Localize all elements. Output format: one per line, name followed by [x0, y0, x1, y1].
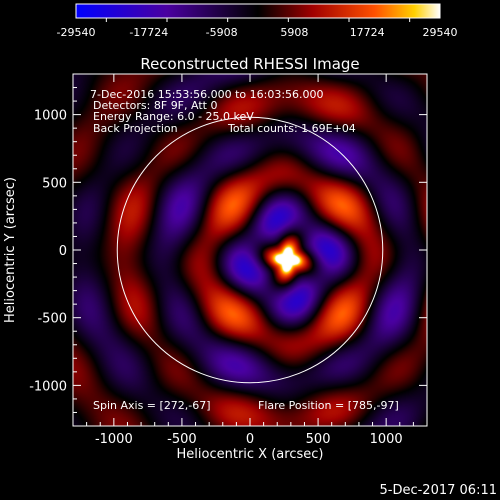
reconstructed-image	[73, 74, 427, 426]
colorbar	[75, 3, 441, 19]
annotation-time-range: 7-Dec-2016 15:53:56.000 to 16:03:56.000	[90, 88, 324, 101]
colorbar-tick-label: -29540	[57, 26, 96, 39]
y-tick-label: 0	[59, 244, 67, 259]
y-tick-label: 500	[42, 176, 67, 191]
annotation-method: Back Projection	[93, 122, 178, 135]
chart-title: Reconstructed RHESSI Image	[140, 55, 359, 73]
footer-timestamp: 5-Dec-2017 06:11	[380, 483, 498, 498]
y-tick-label: 1000	[34, 109, 67, 124]
axes-ticks: -1000 -500 0 500 1000 1000 500 0 -500 -1000	[29, 74, 427, 447]
x-tick-label: 500	[306, 432, 331, 447]
y-tick-label: -1000	[29, 379, 67, 394]
y-axis-label: Heliocentric Y (arcsec)	[3, 177, 18, 323]
x-axis-label: Heliocentric X (arcsec)	[177, 447, 324, 462]
annotation-flare-position: Flare Position = [785,-97]	[258, 399, 399, 412]
x-tick-label: -500	[167, 432, 197, 447]
solar-limb-circle	[116, 116, 384, 384]
flare-marker-cross	[280, 252, 295, 267]
colorbar-tick-label: 17724	[350, 26, 385, 39]
colorbar-tick-label: -17724	[129, 26, 168, 39]
colorbar-tick-label: 29540	[423, 26, 458, 39]
colorbar-tick-label: 5908	[280, 26, 308, 39]
annotation-detectors: Detectors: 8F 9F, Att 0	[93, 99, 217, 112]
colorbar-tick-label: -5908	[206, 26, 238, 39]
x-tick-label: -1000	[95, 432, 133, 447]
y-tick-label: -500	[37, 312, 67, 327]
annotation-spin-axis: Spin Axis = [272,-67]	[93, 399, 211, 412]
annotation-energy-range: Energy Range: 6.0 - 25.0 keV	[93, 110, 254, 123]
x-tick-label: 1000	[370, 432, 403, 447]
colorbar-ticks: -29540 -17724 -5908 5908 17724 29540	[57, 18, 458, 39]
x-tick-label: 0	[246, 432, 254, 447]
annotation-total-counts: Total counts: 1.69E+04	[227, 122, 356, 135]
